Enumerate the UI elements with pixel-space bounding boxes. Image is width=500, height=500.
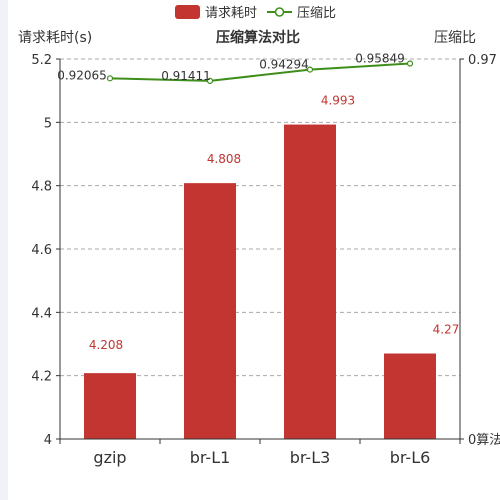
label-layer: 4.208 4.808 4.993 4.27 0.92065 0.91411 0.94294… bbox=[57, 52, 459, 353]
x-tick-label: gzip bbox=[93, 448, 126, 467]
legend-item-line[interactable]: 压缩比 bbox=[267, 5, 336, 21]
x-tick-label: br-L6 bbox=[390, 448, 431, 467]
bar-value-label: 4.993 bbox=[321, 94, 355, 108]
line-value-label: 0.95849 bbox=[355, 52, 405, 66]
chart-title: 压缩算法对比 bbox=[216, 29, 300, 46]
grid-layer bbox=[60, 58, 460, 377]
line-point bbox=[406, 60, 414, 67]
line-point bbox=[206, 77, 214, 84]
bar bbox=[284, 124, 336, 440]
line-value-label: 0.92065 bbox=[57, 68, 107, 82]
bar-value-label: 4.27 bbox=[433, 323, 460, 337]
line-point bbox=[106, 75, 114, 82]
line-value-label: 0.94294 bbox=[259, 58, 309, 72]
left-page-edge bbox=[0, 0, 8, 500]
legend-item-bar[interactable]: 请求耗时 bbox=[175, 5, 257, 21]
bar bbox=[84, 373, 136, 439]
left-tick-label: 5.2 bbox=[31, 53, 52, 68]
left-tick-label: 4.8 bbox=[31, 180, 52, 195]
left-axis-label: 请求耗时(s) bbox=[18, 30, 92, 46]
bar-value-label: 4.208 bbox=[89, 338, 123, 352]
left-tick-label: 4.6 bbox=[31, 243, 52, 258]
bar bbox=[184, 183, 236, 439]
line-layer bbox=[106, 60, 414, 84]
legend-bar-label: 请求耗时 bbox=[205, 6, 257, 21]
bar-layer bbox=[84, 124, 436, 440]
left-tick-label: 4.2 bbox=[31, 370, 52, 385]
line-value-label: 0.91411 bbox=[161, 69, 211, 83]
right-tick-label: 0算法 bbox=[468, 433, 500, 448]
right-tick-label: 0.97 bbox=[468, 53, 497, 68]
legend-line-marker bbox=[274, 7, 285, 17]
bar-value-label: 4.808 bbox=[207, 152, 241, 166]
left-tick-label: 5 bbox=[44, 116, 52, 131]
line-series bbox=[109, 62, 411, 82]
left-tick-label: 4.4 bbox=[31, 306, 52, 321]
legend[interactable]: 请求耗时 压缩比 bbox=[175, 5, 336, 21]
x-tick-label: br-L1 bbox=[190, 448, 231, 467]
line-point bbox=[306, 66, 314, 73]
x-tick-label: br-L3 bbox=[290, 448, 331, 467]
left-tick-label: 4 bbox=[44, 433, 52, 448]
axis-layer: 4 4.2 4.4 4.6 4.8 5 5.2 0.97 0算法 gzip br-L1 br-L3 br… bbox=[31, 53, 500, 467]
legend-line-label: 压缩比 bbox=[297, 5, 336, 21]
bar bbox=[384, 353, 436, 439]
legend-bar-swatch bbox=[175, 5, 200, 19]
right-axis-label: 压缩比 bbox=[434, 30, 476, 46]
